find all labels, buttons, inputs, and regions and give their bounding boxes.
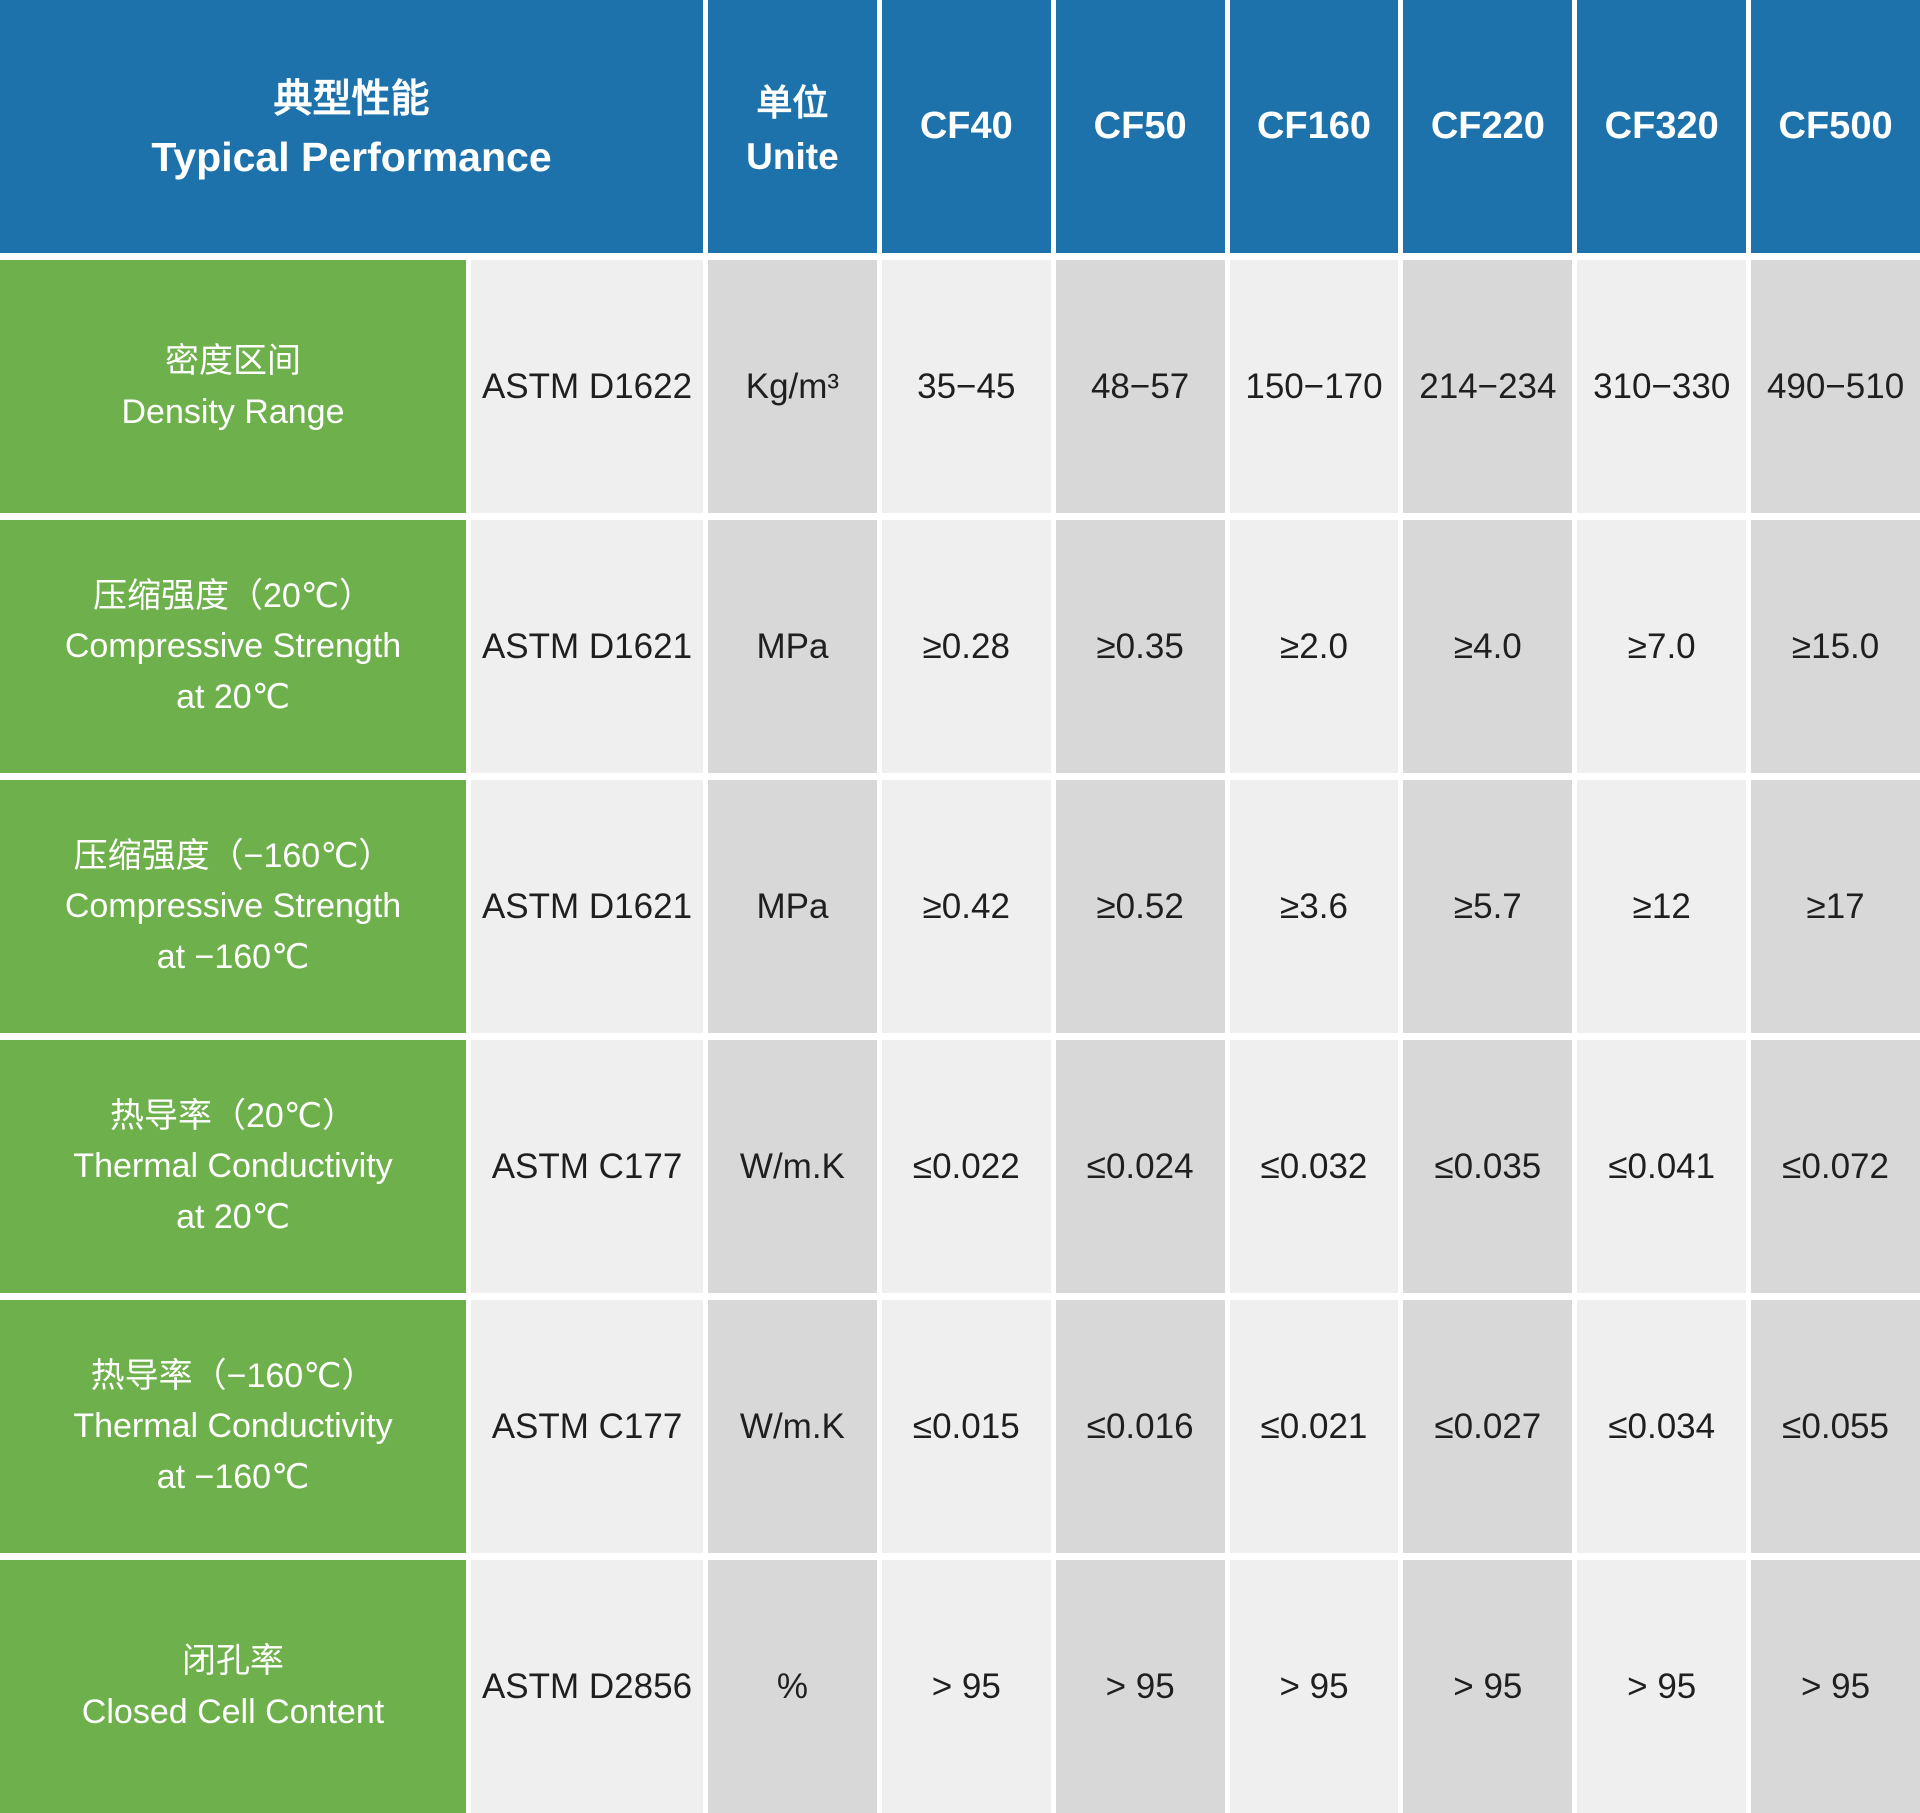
row-label-zh: 压缩强度（20℃） xyxy=(92,577,373,616)
value-cell-cf160: ≥3.6 xyxy=(1229,780,1399,1033)
row-label-en2: at −160℃ xyxy=(156,937,310,976)
row-label-en: Compressive Strength xyxy=(64,627,402,666)
row-label-compressive-strength-20: 压缩强度（20℃） Compressive Strength at 20℃ xyxy=(0,520,466,773)
row-standard-cell: ASTM D1622 xyxy=(471,260,703,513)
row-label-closed-cell-content: 闭孔率 Closed Cell Content xyxy=(0,1560,466,1813)
header-title-cell: 典型性能 Typical Performance xyxy=(0,0,703,253)
value-cell-cf500: ≥15.0 xyxy=(1751,520,1920,773)
value-cell-cf50: ≤0.016 xyxy=(1055,1300,1225,1553)
header-title-en: Typical Performance xyxy=(151,134,552,181)
value-cell-cf320: > 95 xyxy=(1577,1560,1747,1813)
value-cell-cf320: ≤0.041 xyxy=(1577,1040,1747,1293)
header-title-zh: 典型性能 xyxy=(273,77,430,121)
value-cell-cf50: ≥0.52 xyxy=(1055,780,1225,1033)
row-standard-cell: ASTM D1621 xyxy=(471,520,703,773)
row-unit-cell: MPa xyxy=(708,520,877,773)
value-cell-cf500: ≤0.055 xyxy=(1751,1300,1920,1553)
row-label-en: Thermal Conductivity xyxy=(73,1147,393,1186)
product-label: CF220 xyxy=(1430,105,1545,147)
product-label: CF320 xyxy=(1604,105,1719,147)
value-cell-cf500: 490−510 xyxy=(1751,260,1920,513)
row-unit-cell: W/m.K xyxy=(708,1040,877,1293)
row-label-en: Compressive Strength xyxy=(64,887,402,926)
row-label-thermal-conductivity-20: 热导率（20℃） Thermal Conductivity at 20℃ xyxy=(0,1040,466,1293)
row-unit-cell: MPa xyxy=(708,780,877,1033)
row-label-zh: 闭孔率 xyxy=(182,1642,284,1681)
value-cell-cf500: > 95 xyxy=(1751,1560,1920,1813)
value-cell-cf160: ≥2.0 xyxy=(1229,520,1399,773)
product-label: CF50 xyxy=(1093,105,1187,147)
header-product-cf50: CF50 xyxy=(1055,0,1225,253)
value-cell-cf320: ≥7.0 xyxy=(1577,520,1747,773)
header-product-cf320: CF320 xyxy=(1577,0,1747,253)
value-cell-cf500: ≥17 xyxy=(1751,780,1920,1033)
row-label-zh: 热导率（20℃） xyxy=(109,1097,356,1136)
value-cell-cf320: ≤0.034 xyxy=(1577,1300,1747,1553)
header-product-cf40: CF40 xyxy=(881,0,1051,253)
header-unit-en: Unite xyxy=(746,136,839,178)
row-unit-cell: Kg/m³ xyxy=(708,260,877,513)
value-cell-cf220: ≤0.035 xyxy=(1403,1040,1573,1293)
product-label: CF160 xyxy=(1256,105,1372,147)
row-label-en: Closed Cell Content xyxy=(81,1692,385,1731)
row-label-en2: at 20℃ xyxy=(176,1197,290,1236)
value-cell-cf220: ≥4.0 xyxy=(1403,520,1573,773)
value-cell-cf160: 150−170 xyxy=(1229,260,1399,513)
row-label-zh: 热导率（−160℃） xyxy=(90,1357,376,1396)
value-cell-cf500: ≤0.072 xyxy=(1751,1040,1920,1293)
header-unit-zh: 单位 xyxy=(756,81,829,123)
header-product-cf160: CF160 xyxy=(1229,0,1399,253)
row-label-zh: 压缩强度（−160℃） xyxy=(73,837,393,876)
row-label-zh: 密度区间 xyxy=(165,342,301,381)
value-cell-cf40: ≥0.42 xyxy=(881,780,1051,1033)
header-product-cf500: CF500 xyxy=(1751,0,1920,253)
value-cell-cf320: ≥12 xyxy=(1577,780,1747,1033)
value-cell-cf50: ≥0.35 xyxy=(1055,520,1225,773)
row-label-compressive-strength-minus160: 压缩强度（−160℃） Compressive Strength at −160… xyxy=(0,780,466,1033)
row-label-en: Thermal Conductivity xyxy=(73,1407,393,1446)
row-label-density-range: 密度区间 Density Range xyxy=(0,260,466,513)
value-cell-cf220: 214−234 xyxy=(1403,260,1573,513)
value-cell-cf50: 48−57 xyxy=(1055,260,1225,513)
product-label: CF500 xyxy=(1778,105,1893,147)
product-label: CF40 xyxy=(919,105,1013,147)
value-cell-cf40: ≤0.022 xyxy=(881,1040,1051,1293)
row-standard-cell: ASTM D1621 xyxy=(471,780,703,1033)
header-unit-cell: 单位 Unite xyxy=(708,0,877,253)
row-unit-cell: % xyxy=(708,1560,877,1813)
value-cell-cf40: 35−45 xyxy=(881,260,1051,513)
value-cell-cf220: ≥5.7 xyxy=(1403,780,1573,1033)
row-label-en2: at −160℃ xyxy=(156,1457,310,1496)
value-cell-cf40: ≥0.28 xyxy=(881,520,1051,773)
row-label-en: Density Range xyxy=(121,392,345,431)
row-standard-cell: ASTM D2856 xyxy=(471,1560,703,1813)
row-label-thermal-conductivity-minus160: 热导率（−160℃） Thermal Conductivity at −160℃ xyxy=(0,1300,466,1553)
row-standard-cell: ASTM C177 xyxy=(471,1040,703,1293)
value-cell-cf50: ≤0.024 xyxy=(1055,1040,1225,1293)
value-cell-cf160: ≤0.021 xyxy=(1229,1300,1399,1553)
value-cell-cf40: > 95 xyxy=(881,1560,1051,1813)
value-cell-cf320: 310−330 xyxy=(1577,260,1747,513)
row-standard-cell: ASTM C177 xyxy=(471,1300,703,1553)
row-unit-cell: W/m.K xyxy=(708,1300,877,1553)
value-cell-cf50: > 95 xyxy=(1055,1560,1225,1813)
header-product-cf220: CF220 xyxy=(1403,0,1573,253)
value-cell-cf220: ≤0.027 xyxy=(1403,1300,1573,1553)
row-label-en2: at 20℃ xyxy=(176,677,290,716)
value-cell-cf160: > 95 xyxy=(1229,1560,1399,1813)
value-cell-cf160: ≤0.032 xyxy=(1229,1040,1399,1293)
value-cell-cf40: ≤0.015 xyxy=(881,1300,1051,1553)
value-cell-cf220: > 95 xyxy=(1403,1560,1573,1813)
